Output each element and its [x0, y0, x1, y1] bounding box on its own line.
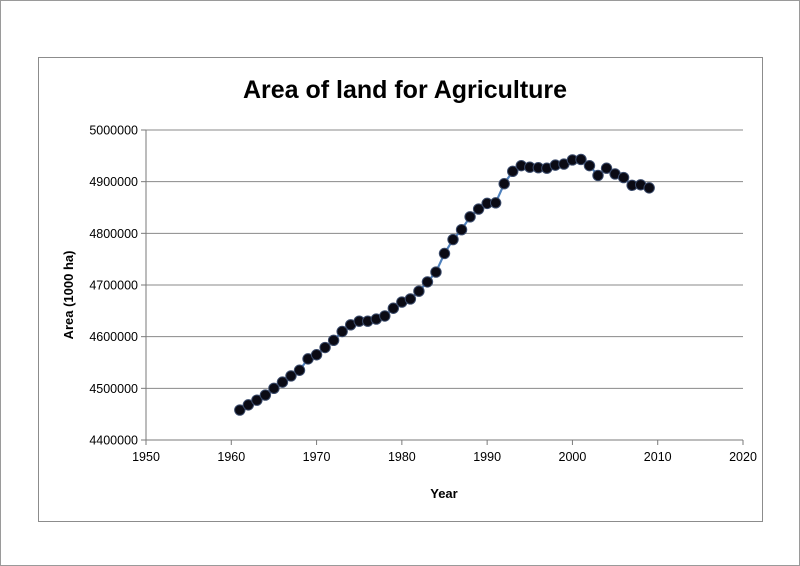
data-point: [643, 182, 655, 194]
chart-title: Area of land for Agriculture: [243, 76, 567, 104]
data-point: [507, 165, 519, 178]
data-point: [285, 370, 297, 382]
x-tick-label: 2000: [559, 450, 587, 464]
data-point: [592, 169, 604, 182]
data-point: [455, 224, 468, 236]
y-tick-label: 5000000: [89, 124, 138, 138]
x-tick-label: 1960: [217, 450, 245, 464]
y-axis-label: Area (1000 ha): [61, 251, 76, 340]
data-point: [438, 247, 451, 260]
data-point: [464, 211, 476, 223]
data-point: [259, 389, 272, 401]
x-axis-label: Year: [430, 486, 457, 501]
data-point: [498, 178, 510, 190]
x-tick-label: 1990: [473, 450, 501, 464]
data-point: [404, 293, 417, 305]
data-point: [276, 376, 289, 388]
chart-area: Area of land for Agriculture 4400000 4500…: [38, 57, 763, 522]
y-tick-label: 4800000: [89, 227, 138, 241]
data-point: [430, 266, 442, 278]
data-point: [472, 203, 485, 215]
y-tick-label: 4400000: [89, 434, 138, 448]
data-point: [583, 159, 596, 172]
y-tick-label: 4600000: [89, 330, 138, 344]
data-point: [447, 233, 459, 246]
data-point: [319, 341, 331, 354]
data-point: [310, 349, 323, 361]
data-point: [413, 285, 425, 297]
data-series: [234, 153, 655, 416]
data-point: [293, 364, 306, 376]
y-tick-label: 4700000: [89, 279, 138, 293]
data-point: [575, 153, 587, 166]
data-point: [336, 325, 348, 338]
x-tick-label: 1980: [388, 450, 416, 464]
y-tick-label: 4500000: [89, 382, 138, 396]
y-tick-label: 4900000: [89, 175, 138, 189]
line-chart: Area of land for Agriculture 4400000 4500…: [61, 76, 757, 501]
data-point: [489, 197, 502, 209]
tick-labels: 4400000 4500000 4600000 4700000 4800000 49000…: [89, 124, 757, 465]
data-point: [387, 302, 400, 314]
x-tick-label: 2020: [729, 450, 757, 464]
data-point: [327, 334, 340, 346]
data-point: [379, 310, 391, 322]
data-point: [617, 171, 630, 184]
x-tick-label: 2010: [644, 450, 672, 464]
data-point: [421, 276, 434, 288]
x-tick-label: 1970: [303, 450, 331, 464]
data-point: [251, 394, 263, 406]
data-point: [242, 399, 255, 411]
x-tick-label: 1950: [132, 450, 160, 464]
data-point: [268, 382, 280, 395]
data-point: [600, 162, 613, 174]
axes: [141, 129, 744, 445]
data-point: [234, 404, 246, 416]
